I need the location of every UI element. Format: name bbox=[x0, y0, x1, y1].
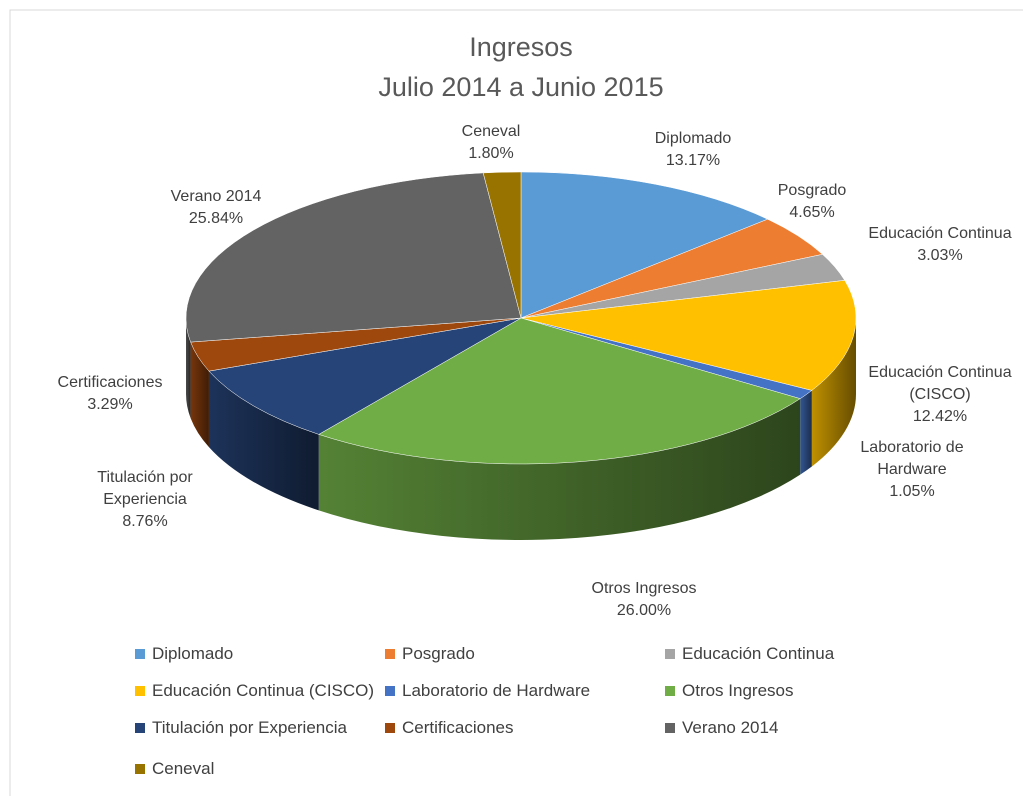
data-label-category: Certificaciones bbox=[57, 374, 163, 391]
legend-label: Ceneval bbox=[152, 759, 215, 778]
legend-swatch bbox=[385, 649, 395, 659]
data-label-category: Ceneval bbox=[461, 123, 521, 140]
legend-item: Diplomado bbox=[135, 644, 233, 664]
legend-swatch bbox=[385, 686, 395, 696]
legend-label: Titulación por Experiencia bbox=[152, 718, 347, 737]
pie-slice-side bbox=[186, 318, 191, 419]
data-label: Otros Ingresos 26.00% bbox=[564, 578, 724, 622]
data-label: Posgrado 4.65% bbox=[752, 180, 872, 224]
legend-item: Posgrado bbox=[385, 644, 475, 664]
pie-slice-side bbox=[811, 318, 856, 467]
data-label: Verano 2014 25.84% bbox=[136, 186, 296, 230]
data-label: Educación Continua 3.03% bbox=[845, 223, 1023, 267]
legend-item: Educación Continua (CISCO) bbox=[135, 681, 374, 701]
pie-slice-side bbox=[800, 390, 812, 475]
legend-swatch bbox=[135, 723, 145, 733]
data-label: Diplomado 13.17% bbox=[613, 128, 773, 172]
data-label-category: Otros Ingresos bbox=[591, 580, 697, 597]
legend-label: Laboratorio de Hardware bbox=[402, 681, 591, 700]
data-label: Titulación por Experiencia 8.76% bbox=[60, 467, 230, 533]
legend-item: Verano 2014 bbox=[665, 718, 778, 738]
legend-label: Certificaciones bbox=[402, 718, 514, 737]
legend-item: Ceneval bbox=[135, 759, 214, 779]
pie-slice-side bbox=[208, 371, 319, 511]
data-label-value: 8.76% bbox=[122, 513, 168, 530]
pie-slice bbox=[185, 172, 522, 343]
data-label-value: 3.29% bbox=[87, 396, 133, 413]
pie-slice bbox=[208, 317, 522, 435]
legend-label: Educación Continua (CISCO) bbox=[152, 681, 375, 700]
legend-item: Educación Continua bbox=[665, 644, 834, 664]
data-label-value: 1.05% bbox=[889, 483, 935, 500]
pie-slice bbox=[318, 317, 801, 465]
data-label: Ceneval 1.80% bbox=[431, 121, 551, 165]
data-label-value: 1.80% bbox=[468, 145, 514, 162]
legend-label: Posgrado bbox=[402, 644, 475, 663]
pie-slice bbox=[520, 171, 769, 319]
data-label-category: Verano 2014 bbox=[170, 188, 262, 205]
data-label-category: Titulación por Experiencia bbox=[97, 469, 193, 508]
legend-label: Diplomado bbox=[152, 644, 234, 663]
data-label-value: 12.42% bbox=[912, 408, 968, 425]
data-label-value: 13.17% bbox=[665, 152, 721, 169]
data-label-value: 3.03% bbox=[917, 247, 963, 264]
legend-label: Otros Ingresos bbox=[682, 681, 794, 700]
data-label: Certificaciones 3.29% bbox=[25, 372, 195, 416]
legend-item: Otros Ingresos bbox=[665, 681, 794, 701]
legend-label: Educación Continua bbox=[682, 644, 835, 663]
data-label-category: Posgrado bbox=[777, 182, 847, 199]
pie-slice bbox=[520, 280, 857, 391]
data-label-value: 26.00% bbox=[616, 602, 672, 619]
chart-subtitle: Julio 2014 a Junio 2015 bbox=[378, 72, 664, 102]
data-label-category: Laboratorio de Hardware bbox=[860, 439, 964, 478]
data-label-value: 4.65% bbox=[789, 204, 835, 221]
data-label-category: Educación Continua (CISCO) bbox=[868, 364, 1012, 403]
legend-swatch bbox=[665, 723, 675, 733]
data-label: Laboratorio de Hardware 1.05% bbox=[842, 437, 982, 503]
legend-swatch bbox=[135, 764, 145, 774]
pie-slice-side bbox=[190, 342, 209, 448]
data-label-category: Diplomado bbox=[654, 130, 732, 147]
legend-swatch bbox=[135, 649, 145, 659]
data-label-category: Educación Continua bbox=[868, 225, 1012, 242]
pie-slice bbox=[482, 171, 522, 319]
legend-swatch bbox=[665, 649, 675, 659]
data-label-value: 25.84% bbox=[188, 210, 244, 227]
legend-label: Verano 2014 bbox=[682, 718, 779, 737]
legend-item: Titulación por Experiencia bbox=[135, 718, 347, 738]
legend-swatch bbox=[135, 686, 145, 696]
legend-swatch bbox=[665, 686, 675, 696]
data-label: Educación Continua (CISCO) 12.42% bbox=[850, 362, 1023, 428]
pie-slice-side bbox=[318, 398, 801, 540]
chart-border bbox=[9, 9, 1023, 796]
legend-swatch bbox=[385, 723, 395, 733]
legend-item: Laboratorio de Hardware bbox=[385, 681, 590, 701]
legend-item: Certificaciones bbox=[385, 718, 514, 738]
chart-title: Ingresos bbox=[469, 32, 573, 62]
